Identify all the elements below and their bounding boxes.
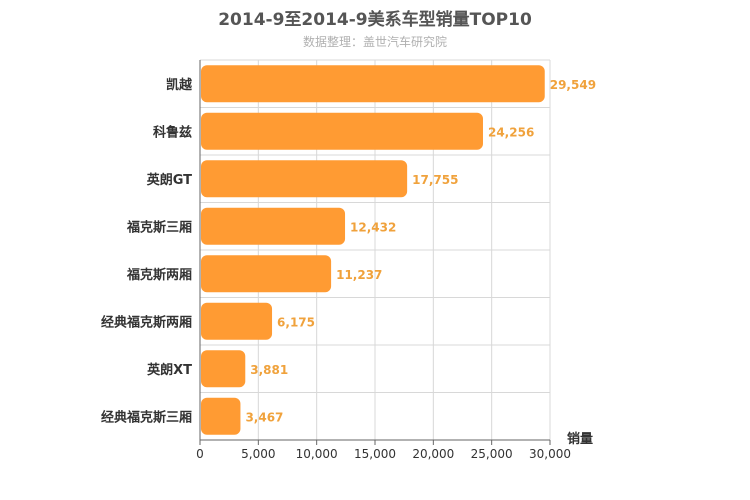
category-label: 经典福克斯三厢 — [101, 409, 192, 425]
category-label: 福克斯两厢 — [126, 267, 192, 283]
x-tick-label: 0 — [196, 447, 204, 461]
data-label: 3,881 — [250, 363, 288, 377]
data-label: 3,467 — [245, 410, 283, 424]
bar — [201, 65, 545, 103]
bar — [201, 255, 332, 293]
data-label: 6,175 — [277, 315, 315, 329]
x-tick-label: 15,000 — [354, 447, 396, 461]
category-label: 凯越 — [166, 77, 193, 93]
bar — [201, 397, 241, 435]
x-tick-label: 30,000 — [529, 447, 571, 461]
chart-title: 2014-9至2014-9美系车型销量TOP10 — [218, 10, 532, 30]
chart-subtitle: 数据整理：盖世汽车研究院 — [302, 35, 447, 49]
category-label: 经典福克斯两厢 — [101, 314, 192, 330]
category-label: 英朗XT — [146, 362, 192, 378]
data-label: 29,549 — [550, 78, 596, 92]
bar — [201, 350, 246, 388]
bar — [201, 207, 346, 245]
bar — [201, 112, 483, 150]
labels: 凯越 29,549 科鲁兹 24,256 英朗GT 17,755 福克斯三厢 12,432 福克… — [101, 77, 596, 461]
category-label: 福克斯三厢 — [126, 219, 192, 235]
category-label: 科鲁兹 — [153, 124, 192, 140]
x-axis-title: 销量 — [567, 431, 593, 447]
bars — [201, 65, 545, 435]
axes — [199, 60, 551, 445]
x-tick-label: 25,000 — [471, 447, 513, 461]
x-tick-label: 20,000 — [412, 447, 454, 461]
data-label: 12,432 — [350, 220, 396, 234]
category-label: 英朗GT — [146, 172, 192, 188]
data-label: 24,256 — [488, 125, 534, 139]
x-tick-label: 5,000 — [241, 447, 275, 461]
x-tick-label: 10,000 — [296, 447, 338, 461]
bar — [201, 302, 273, 340]
data-label: 11,237 — [336, 268, 382, 282]
data-label: 17,755 — [412, 173, 458, 187]
bar — [201, 160, 408, 198]
